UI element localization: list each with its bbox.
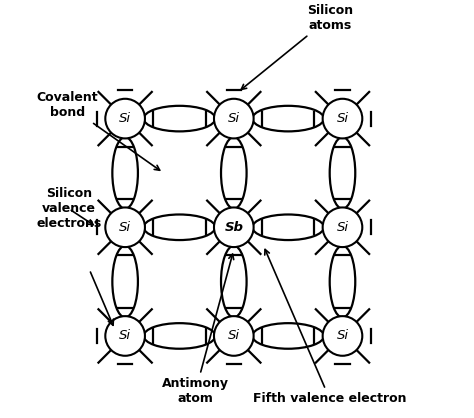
Text: Si: Si: [119, 329, 131, 342]
Text: Si: Si: [119, 112, 131, 125]
Text: Antimony
atom: Antimony atom: [162, 254, 234, 405]
Circle shape: [105, 207, 145, 247]
Text: Si: Si: [337, 112, 348, 125]
Text: Silicon
valence
electrons: Silicon valence electrons: [36, 187, 101, 230]
Text: Si: Si: [228, 329, 240, 342]
Text: Covalent
bond: Covalent bond: [37, 91, 160, 170]
Text: Sb: Sb: [224, 221, 243, 234]
Text: Fifth valence electron: Fifth valence electron: [253, 250, 406, 405]
Text: Si: Si: [119, 221, 131, 234]
Text: Si: Si: [228, 112, 240, 125]
Circle shape: [323, 207, 362, 247]
Circle shape: [214, 316, 254, 356]
Circle shape: [323, 316, 362, 356]
Circle shape: [105, 99, 145, 138]
Text: Si: Si: [337, 221, 348, 234]
Text: Silicon
atoms: Silicon atoms: [241, 4, 353, 89]
Circle shape: [214, 207, 254, 247]
Circle shape: [323, 99, 362, 138]
Text: Si: Si: [337, 329, 348, 342]
Circle shape: [214, 99, 254, 138]
Circle shape: [105, 316, 145, 356]
